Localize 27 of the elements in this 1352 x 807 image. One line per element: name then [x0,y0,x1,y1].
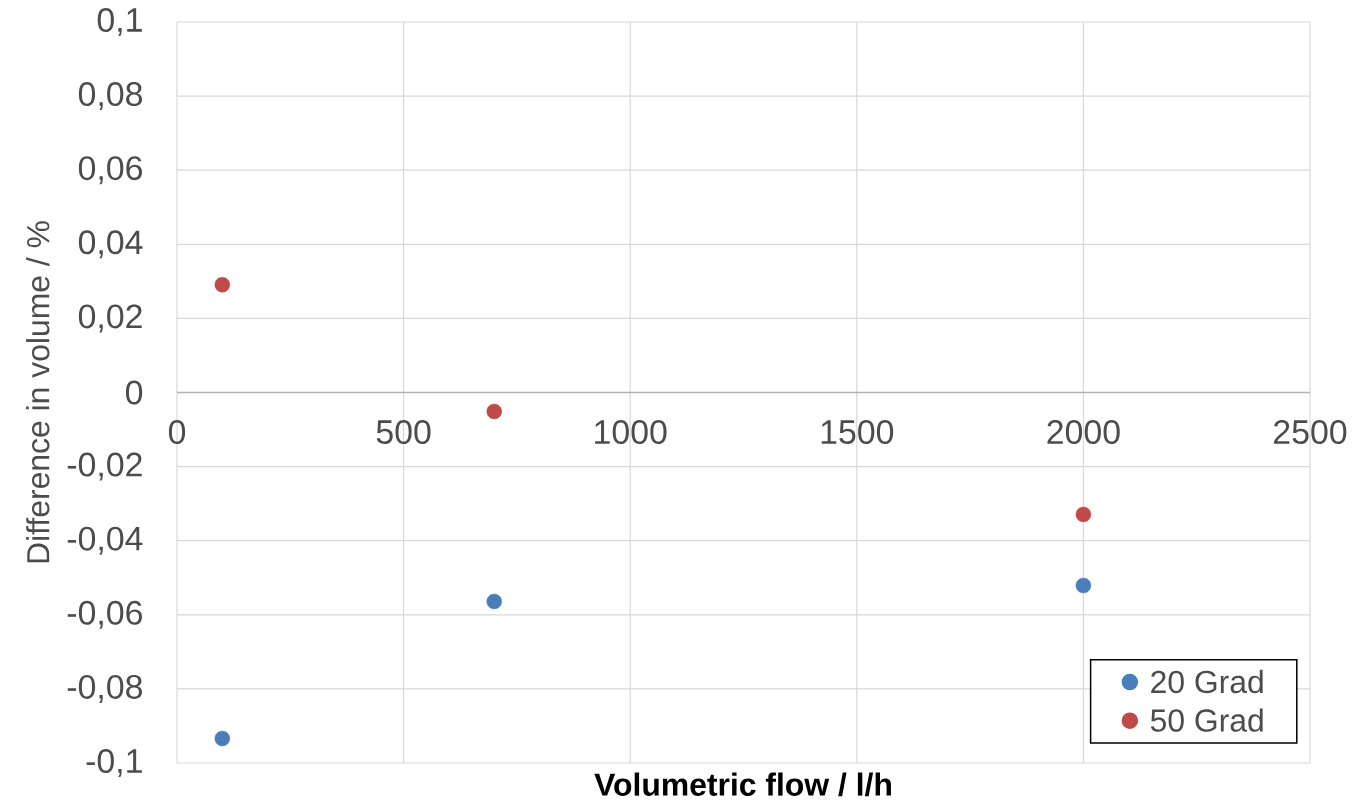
y-tick-label: -0,06 [67,600,142,629]
y-tick-label: 0,08 [78,82,143,111]
y-tick-label: 0,1 [97,7,142,36]
y-tick-label: -0,08 [67,674,143,703]
x-tick-label: 1500 [821,420,894,444]
y-tick-label: -0,02 [67,452,142,481]
legend-label: 20 Grad [1151,669,1263,694]
x-tick-label: 2000 [1047,420,1120,444]
legend-label: 50 Grad [1150,708,1263,732]
y-tick-label: 0,02 [78,304,142,333]
point [486,593,502,610]
x-tick-label: 0 [168,420,186,444]
point [486,403,502,420]
y-axis-title: Difference in volume / % [26,221,50,563]
y-tick-label: 0,06 [78,156,142,185]
point [1075,577,1092,594]
y-tick-label: -0,04 [67,526,143,555]
x-tick-label: 500 [376,420,431,444]
x-tick-label: 1000 [595,420,667,444]
x-axis-title: Volumetric flow / l/h [594,772,891,797]
y-tick-label: 0,04 [78,230,143,259]
point [214,276,231,293]
point [1075,506,1092,523]
point [214,730,231,747]
y-tick-label: -0,1 [86,749,142,777]
x-tick-label: 2500 [1274,420,1347,444]
y-tick-label: 0 [125,380,143,405]
